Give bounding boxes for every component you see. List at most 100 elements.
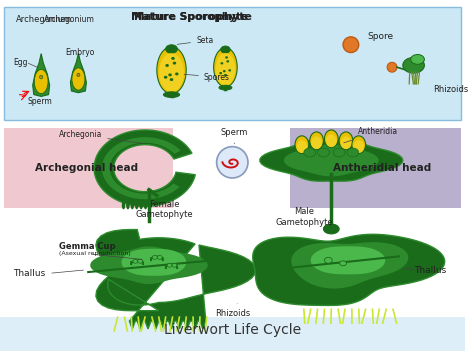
Ellipse shape: [77, 73, 80, 77]
Text: Antheridial head: Antheridial head: [333, 163, 431, 173]
Polygon shape: [71, 53, 86, 93]
Ellipse shape: [157, 47, 186, 94]
Ellipse shape: [223, 70, 226, 72]
Ellipse shape: [165, 45, 177, 53]
Bar: [4, 7, 461, 120]
Polygon shape: [291, 242, 408, 289]
Ellipse shape: [34, 70, 48, 94]
Polygon shape: [311, 246, 385, 274]
Ellipse shape: [225, 56, 228, 59]
Text: Mature Sporophyte: Mature Sporophyte: [131, 12, 252, 22]
Ellipse shape: [387, 62, 397, 72]
Ellipse shape: [167, 263, 172, 267]
Ellipse shape: [296, 140, 307, 153]
Ellipse shape: [220, 62, 223, 65]
Ellipse shape: [153, 255, 157, 260]
Text: Spore: Spore: [367, 32, 394, 41]
Text: Liverwort Life Cycle: Liverwort Life Cycle: [164, 323, 301, 337]
Ellipse shape: [353, 140, 364, 153]
Ellipse shape: [144, 202, 147, 209]
Text: Archegonium: Archegonium: [16, 15, 72, 24]
Text: (Asexual reproduction): (Asexual reproduction): [59, 251, 130, 256]
Ellipse shape: [219, 72, 222, 74]
Text: Seta: Seta: [177, 36, 213, 45]
Ellipse shape: [318, 148, 329, 157]
Ellipse shape: [172, 263, 177, 267]
Ellipse shape: [168, 73, 172, 76]
Text: Male
Gametophyte: Male Gametophyte: [275, 207, 333, 227]
Ellipse shape: [324, 257, 332, 263]
Ellipse shape: [171, 57, 175, 60]
Polygon shape: [284, 144, 379, 176]
Ellipse shape: [164, 76, 167, 79]
Ellipse shape: [164, 92, 180, 98]
Ellipse shape: [323, 224, 339, 234]
Text: Sperm: Sperm: [220, 129, 248, 144]
Bar: [0, 317, 465, 351]
Ellipse shape: [217, 147, 248, 178]
Polygon shape: [94, 130, 195, 206]
Bar: [4, 128, 173, 208]
Polygon shape: [102, 137, 181, 199]
Ellipse shape: [339, 132, 353, 149]
Text: Sperm: Sperm: [27, 97, 52, 106]
Text: Thallus: Thallus: [414, 266, 446, 275]
Polygon shape: [33, 54, 50, 97]
Text: Embryo: Embryo: [66, 48, 95, 57]
Polygon shape: [91, 246, 208, 284]
Ellipse shape: [310, 132, 323, 149]
Bar: [290, 128, 461, 208]
Text: Antheridia: Antheridia: [344, 127, 398, 143]
Ellipse shape: [304, 148, 316, 157]
Polygon shape: [253, 234, 445, 305]
Ellipse shape: [39, 75, 43, 79]
Ellipse shape: [135, 202, 138, 209]
Ellipse shape: [295, 136, 309, 153]
Ellipse shape: [228, 69, 231, 72]
Ellipse shape: [343, 37, 359, 53]
Ellipse shape: [157, 255, 162, 260]
Ellipse shape: [347, 148, 359, 157]
Text: Female
Gametophyte: Female Gametophyte: [136, 200, 193, 219]
Ellipse shape: [410, 55, 424, 64]
Ellipse shape: [175, 72, 179, 75]
Ellipse shape: [126, 202, 129, 209]
Ellipse shape: [311, 136, 322, 149]
Ellipse shape: [403, 58, 424, 73]
Ellipse shape: [72, 68, 85, 90]
Ellipse shape: [324, 130, 338, 148]
Text: Mature Sporophyte: Mature Sporophyte: [134, 12, 248, 22]
Text: Archegonium: Archegonium: [44, 15, 95, 24]
Ellipse shape: [159, 53, 184, 92]
Ellipse shape: [224, 74, 227, 76]
Ellipse shape: [148, 202, 152, 209]
Polygon shape: [260, 140, 403, 181]
Text: Rhizoids: Rhizoids: [215, 304, 250, 318]
Ellipse shape: [341, 136, 351, 149]
Ellipse shape: [227, 60, 229, 62]
Text: Archegonia: Archegonia: [59, 130, 142, 143]
Ellipse shape: [219, 85, 232, 90]
Ellipse shape: [333, 148, 345, 157]
Polygon shape: [96, 230, 256, 329]
Ellipse shape: [215, 53, 236, 85]
Text: Gemma Cup: Gemma Cup: [59, 242, 115, 251]
Ellipse shape: [221, 46, 230, 53]
Ellipse shape: [131, 202, 134, 209]
Ellipse shape: [139, 202, 143, 209]
Ellipse shape: [133, 260, 138, 263]
Text: Archegonial head: Archegonial head: [35, 163, 138, 173]
Text: Spores: Spores: [184, 72, 230, 82]
Polygon shape: [121, 249, 186, 276]
Text: Thallus: Thallus: [13, 269, 46, 278]
Text: Rhizoids: Rhizoids: [433, 85, 468, 94]
Ellipse shape: [326, 135, 337, 147]
Ellipse shape: [165, 64, 169, 67]
Text: Egg: Egg: [13, 58, 27, 67]
Ellipse shape: [170, 78, 173, 81]
Ellipse shape: [122, 202, 125, 209]
Ellipse shape: [214, 48, 237, 87]
Ellipse shape: [352, 136, 365, 153]
Ellipse shape: [138, 260, 143, 263]
Ellipse shape: [339, 261, 346, 266]
